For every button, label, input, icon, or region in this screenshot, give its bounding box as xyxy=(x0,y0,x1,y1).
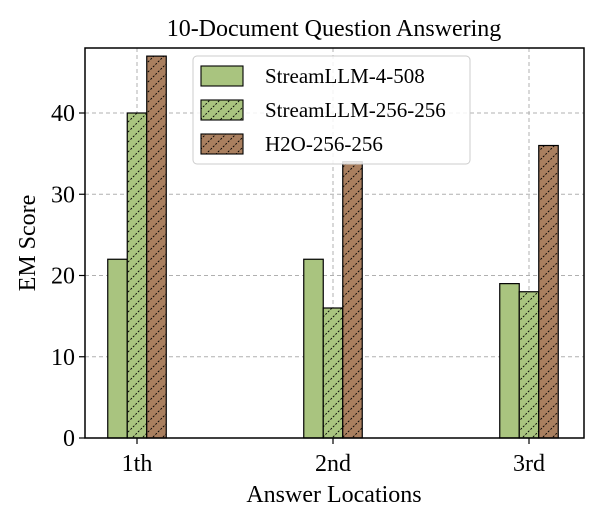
y-axis: 0 10 20 30 40 xyxy=(51,101,85,452)
legend-label: H2O-256-256 xyxy=(265,132,383,156)
y-tick-label: 30 xyxy=(51,182,75,208)
x-tick-label: 3rd xyxy=(513,451,545,477)
x-tick-label: 1th xyxy=(122,451,153,477)
legend-label: StreamLLM-4-508 xyxy=(265,64,425,88)
legend-swatch-hatch xyxy=(201,100,243,120)
legend-box xyxy=(192,55,471,165)
bar xyxy=(107,258,128,439)
legend: StreamLLM-4-508 StreamLLM-256-256 H2O-256-… xyxy=(192,55,471,165)
legend-swatch-hatch xyxy=(201,134,243,154)
y-axis-label: EM Score xyxy=(15,195,41,292)
y-tick-label: 0 xyxy=(63,426,75,452)
legend-label: StreamLLM-256-256 xyxy=(265,98,446,122)
x-tick-label: 2nd xyxy=(315,451,351,477)
bar-hatch xyxy=(146,56,167,438)
plot-frame xyxy=(84,47,585,439)
y-tick-label: 10 xyxy=(51,345,75,371)
chart-title: 10-Document Question Answering xyxy=(167,16,502,42)
y-tick-label: 20 xyxy=(51,264,75,290)
bar-hatch xyxy=(323,308,343,438)
x-axis-label: Answer Locations xyxy=(246,482,421,508)
bar-hatch xyxy=(519,291,539,438)
bar xyxy=(499,283,520,439)
y-tick-label: 40 xyxy=(51,101,75,127)
bar-hatch xyxy=(127,113,147,438)
bar xyxy=(303,258,324,439)
bar-hatch xyxy=(538,145,559,438)
bar-hatch xyxy=(342,161,363,438)
bars xyxy=(107,55,559,439)
x-axis: 1th 2nd 3rd xyxy=(122,438,545,477)
legend-swatch xyxy=(200,65,244,87)
